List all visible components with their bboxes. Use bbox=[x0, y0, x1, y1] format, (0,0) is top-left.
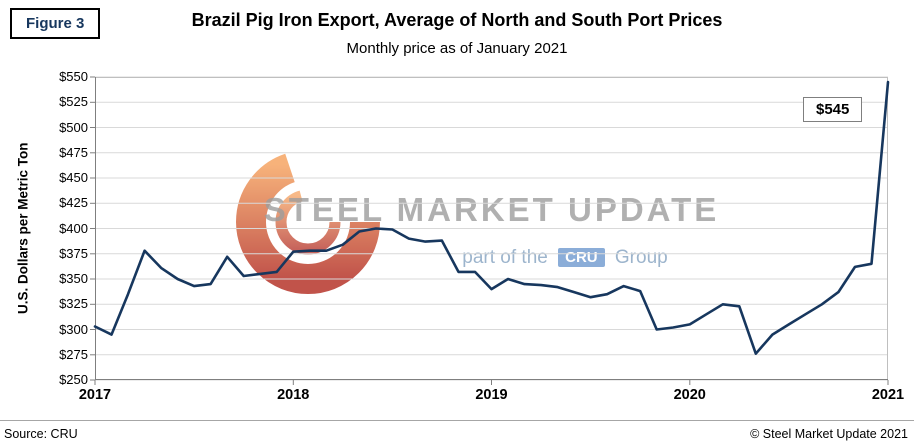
x-tick-label: 2019 bbox=[475, 387, 508, 403]
x-tick-label: 2018 bbox=[277, 387, 310, 403]
y-tick-label: $525 bbox=[59, 94, 88, 110]
price-annotation: $545 bbox=[803, 97, 863, 122]
y-tick-label: $500 bbox=[59, 119, 88, 135]
y-tick-label: $350 bbox=[59, 271, 88, 286]
y-tick-label: $475 bbox=[59, 144, 88, 160]
y-tick-label: $400 bbox=[59, 220, 88, 236]
y-tick-label: $325 bbox=[59, 296, 88, 312]
x-tick-label: 2020 bbox=[673, 387, 706, 403]
y-axis-tick-labels: $250 $275 $300 $325 $350 $375 $400 $425 $450 $475… bbox=[40, 69, 88, 387]
chart-title: Brazil Pig Iron Export, Average of North… bbox=[191, 10, 723, 30]
y-tick-label: $300 bbox=[59, 321, 88, 337]
plot-area bbox=[90, 76, 890, 385]
price-line-chart bbox=[90, 76, 890, 385]
y-tick-label: $450 bbox=[59, 170, 88, 185]
chart-subtitle: Monthly price as of January 2021 bbox=[346, 40, 568, 57]
x-tick-label: 2021 bbox=[871, 387, 905, 403]
y-tick-label: $250 bbox=[59, 372, 88, 387]
y-tick-label: $375 bbox=[59, 245, 88, 261]
copyright-note: © Steel Market Update 2021 bbox=[750, 427, 908, 441]
x-tick-label: 2017 bbox=[78, 387, 112, 403]
y-tick-label: $425 bbox=[59, 195, 88, 211]
x-axis-tick-labels: 2017 2018 2019 2020 2021 bbox=[79, 387, 904, 407]
source-note: Source: CRU bbox=[4, 427, 78, 441]
y-tick-label: $550 bbox=[59, 69, 88, 84]
chart-footer: Source: CRU © Steel Market Update 2021 bbox=[0, 420, 914, 446]
figure-badge: Figure 3 bbox=[10, 8, 101, 39]
y-tick-label: $275 bbox=[59, 346, 88, 362]
y-axis-title: U.S. Dollars per Metric Ton bbox=[15, 142, 31, 315]
